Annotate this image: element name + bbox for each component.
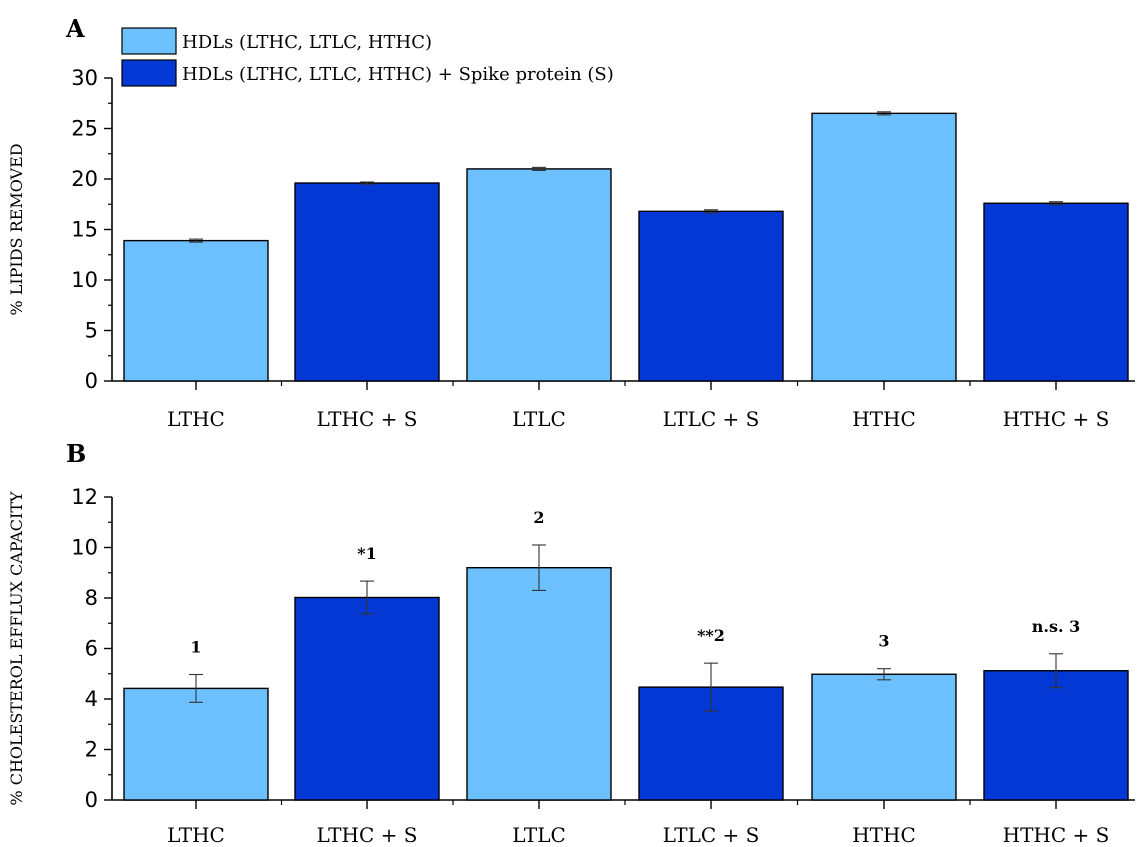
x-tick-label: LTHC + S [317, 823, 418, 847]
significance-label: 2 [533, 508, 544, 527]
x-tick-label: LTLC + S [663, 823, 760, 847]
bar-lthc [123, 239, 269, 382]
y-tick-label: 25 [71, 117, 98, 141]
y-tick-label: 30 [71, 66, 98, 90]
y-tick-label: 10 [71, 536, 98, 560]
bar-hthc [811, 112, 957, 382]
y-axis-title: % LIPIDS REMOVED [7, 143, 26, 315]
bar-ltlc [466, 168, 612, 382]
bar-lthc-s [294, 182, 440, 382]
y-axis-title: % CHOLESTEROL EFFLUX CAPACITY [7, 491, 26, 806]
y-tick-label: 0 [85, 788, 98, 812]
bar-hthc-s [983, 202, 1129, 382]
y-tick-label: 2 [85, 738, 98, 762]
bar-lthc-s [294, 596, 440, 801]
significance-label: *1 [357, 544, 377, 563]
bar-lthc [123, 687, 269, 801]
legend-swatch-hdl [121, 27, 177, 55]
y-tick-label: 0 [85, 369, 98, 393]
x-tick-label: HTHC [852, 823, 916, 847]
x-tick-label: LTLC [512, 823, 566, 847]
y-tick-label: 5 [85, 319, 98, 343]
bar-hthc-s [983, 670, 1129, 801]
x-tick-label: HTHC + S [1003, 823, 1110, 847]
x-tick-label: HTHC + S [1003, 407, 1110, 431]
legend-label-hdl: HDLs (LTHC, LTLC, HTHC) [182, 32, 432, 53]
y-tick-label: 20 [71, 167, 98, 191]
bar-ltlc [466, 567, 612, 801]
y-tick-label: 12 [71, 485, 98, 509]
bar-ltlc-s [638, 210, 784, 382]
x-tick-label: LTLC [512, 407, 566, 431]
y-tick-label: 10 [71, 268, 98, 292]
y-tick-label: 15 [71, 218, 98, 242]
x-tick-label: HTHC [852, 407, 916, 431]
x-tick-label: LTHC [167, 407, 225, 431]
significance-label: n.s. 3 [1032, 617, 1080, 636]
panel-label-a: A [65, 14, 85, 43]
x-tick-label: LTLC + S [663, 407, 760, 431]
panel-a-chart: 0 5 10 15 20 25 30 % LIPIDS REMOVED LTHC LTHC + S… [7, 66, 1135, 431]
bar-hthc [811, 673, 957, 801]
significance-label: **2 [697, 626, 725, 645]
y-tick-label: 8 [85, 586, 98, 610]
x-tick-label: LTHC [167, 823, 225, 847]
x-tick-label: LTHC + S [317, 407, 418, 431]
panel-label-b: B [66, 439, 86, 468]
y-tick-label: 4 [85, 687, 98, 711]
significance-label: 1 [190, 638, 201, 657]
y-tick-label: 6 [85, 637, 98, 661]
legend-swatch-hdl-spike [121, 59, 177, 87]
legend: HDLs (LTHC, LTLC, HTHC) HDLs (LTHC, LTLC… [121, 27, 614, 87]
legend-label-hdl-spike: HDLs (LTHC, LTLC, HTHC) + Spike protein … [182, 64, 614, 85]
significance-label: 3 [878, 632, 889, 651]
